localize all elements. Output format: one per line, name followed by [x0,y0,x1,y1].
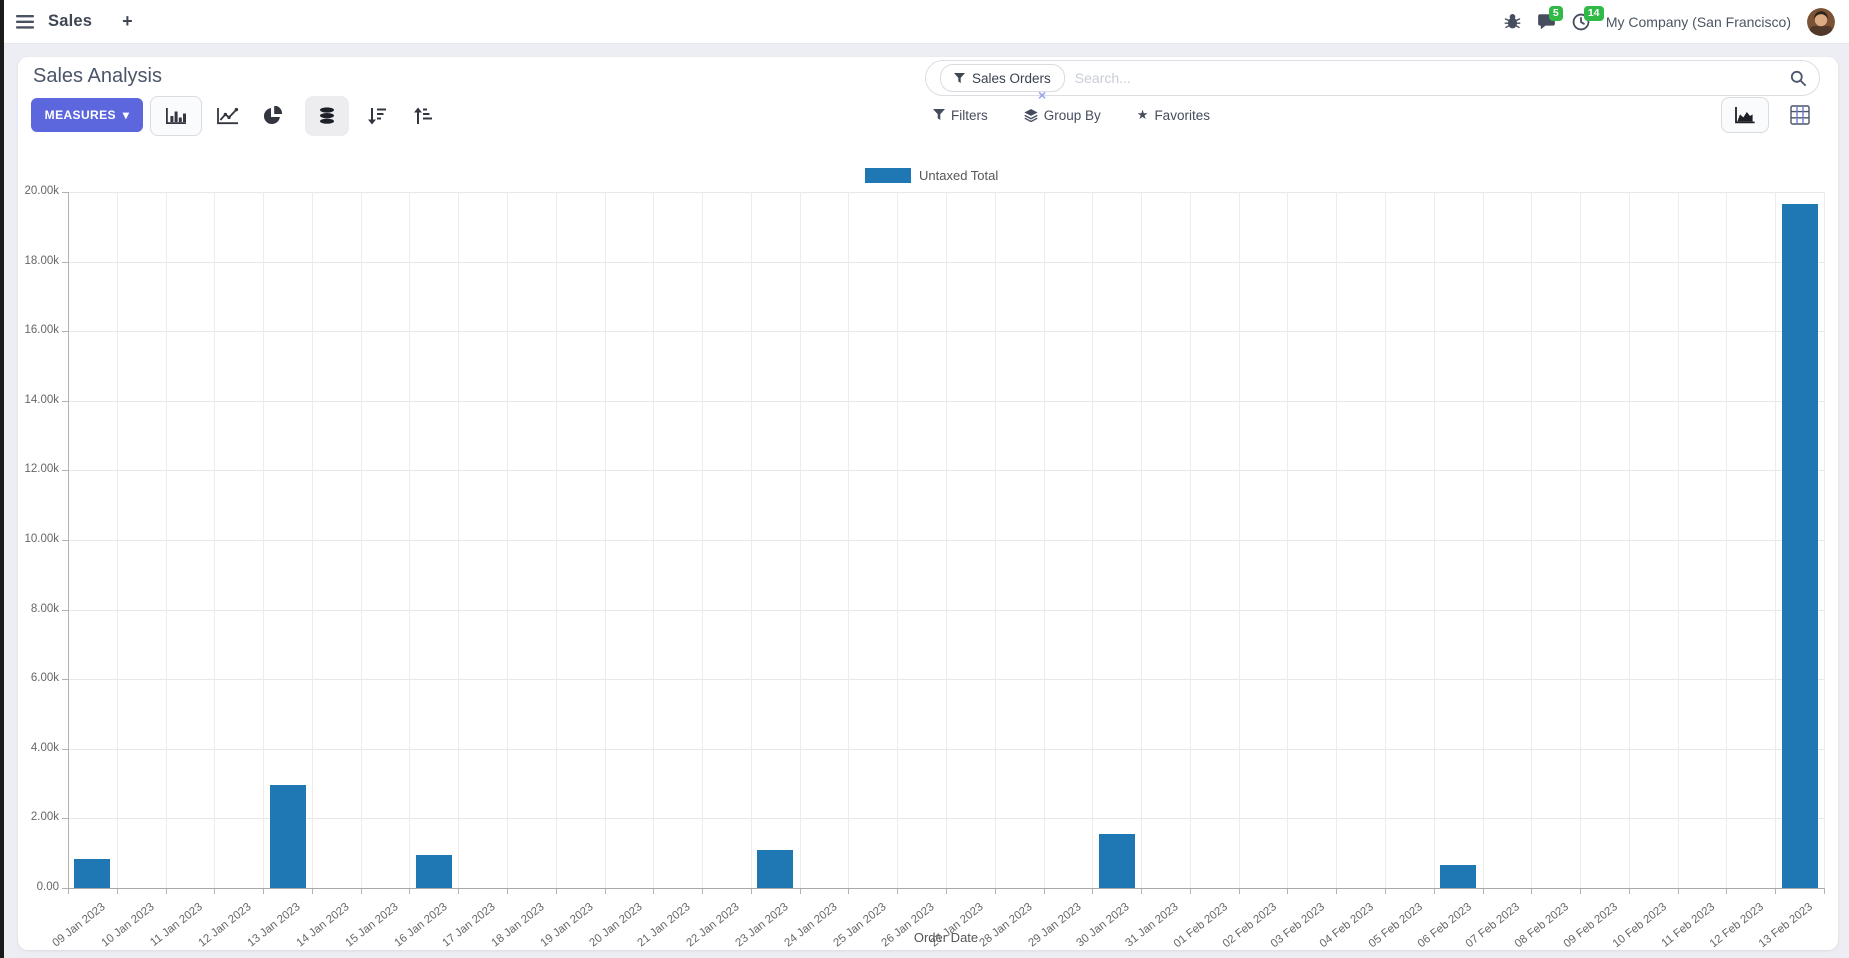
line-chart-mode-button[interactable] [206,96,250,136]
content-card: Sales Analysis MEASURES ▾ Sales Or [18,57,1838,950]
bar[interactable] [1098,834,1135,888]
apps-menu-button[interactable] [16,14,34,29]
favorites-label: Favorites [1154,107,1210,123]
avatar-image [1807,7,1835,36]
stacked-mode-button[interactable] [305,96,349,136]
legend-label: Untaxed Total [919,168,999,183]
x-axis-title: Order Date [913,930,979,945]
bar[interactable] [74,859,111,888]
current-app-name[interactable]: Sales [48,12,93,30]
window-edge [0,0,4,958]
bar-chart-mode-button[interactable] [150,96,202,136]
search-input[interactable]: Search... [1074,70,1131,86]
bar[interactable] [1440,865,1477,888]
page-title: Sales Analysis [33,65,162,87]
messages-button[interactable]: 5 [1537,6,1563,30]
bug-icon [1504,14,1521,29]
filter-funnel-icon [954,72,965,83]
messages-count-badge: 5 [1548,6,1563,21]
activities-count-badge: 14 [1583,5,1604,21]
bar[interactable] [757,850,794,888]
graph-view-button[interactable] [1721,97,1769,133]
legend-swatch [865,168,911,183]
area-chart-icon [1735,107,1755,124]
new-tab-plus-icon[interactable]: + [122,11,133,31]
measures-button[interactable]: MEASURES ▾ [31,98,143,132]
caret-down-icon: ▾ [122,108,130,122]
facet-remove-icon[interactable]: × [1038,87,1047,103]
navbar-left: Sales + [0,11,133,32]
pie-chart-mode-button[interactable] [250,96,294,136]
search-icon[interactable] [1790,70,1807,87]
search-facet[interactable]: Sales Orders [940,64,1065,92]
group-by-button[interactable]: Group By [1024,108,1101,123]
hamburger-icon [16,14,34,29]
bar[interactable] [415,854,452,888]
sort-descending-button[interactable] [355,96,399,136]
search-facet-label: Sales Orders [972,70,1051,86]
pie-chart-icon [263,106,282,125]
filter-funnel-icon [933,109,945,120]
filters-button[interactable]: Filters [933,108,988,123]
clock-icon [1572,13,1590,30]
search-bar[interactable]: Sales Orders Search... [925,60,1820,96]
sort-ascending-button[interactable] [401,96,445,136]
sort-desc-icon [368,108,386,125]
navbar-right: 5 14 My Company (San Francisco) [1504,5,1849,36]
bar[interactable] [1781,204,1818,888]
group-by-label: Group By [1043,107,1101,123]
activities-button[interactable]: 14 [1572,5,1604,31]
favorites-button[interactable]: ★ Favorites [1137,107,1210,123]
filters-label: Filters [951,107,988,123]
bar[interactable] [269,785,306,888]
measures-button-label: MEASURES [44,108,116,122]
sort-asc-icon [414,107,432,124]
chart-legend[interactable]: Untaxed Total [865,168,998,183]
top-navbar: Sales + 5 14 My Company (San Francisco) [0,0,1849,44]
database-stack-icon [320,107,334,124]
company-name[interactable]: My Company (San Francisco) [1605,13,1791,30]
debug-button[interactable] [1504,13,1521,30]
layers-icon [1024,108,1038,122]
star-icon: ★ [1136,107,1149,122]
search-options-row: Filters Group By ★ Favorites [933,107,1210,123]
pivot-table-icon [1790,105,1810,125]
pivot-view-button[interactable] [1778,95,1822,135]
line-chart-icon [217,107,239,125]
bar-chart-icon [166,108,186,124]
user-avatar[interactable] [1807,7,1835,36]
